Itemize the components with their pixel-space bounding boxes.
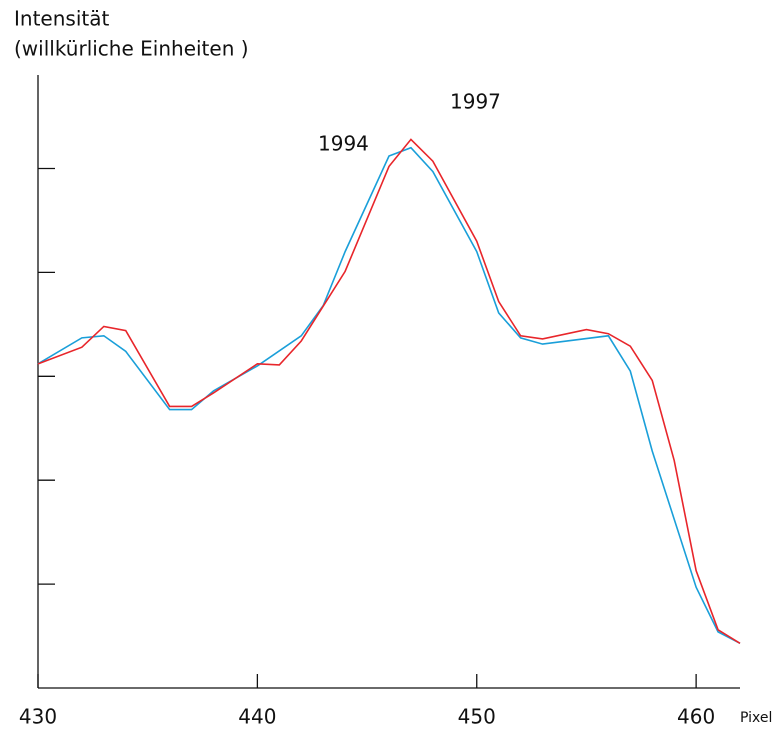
- x-tick-label: 450: [458, 705, 496, 729]
- x-axis-label: Pixel: [740, 710, 772, 726]
- y-axis-label: Intensität: [14, 7, 109, 31]
- series-line: [37, 138, 741, 645]
- series-line: [37, 146, 741, 645]
- series-label: 1997: [450, 90, 501, 114]
- x-tick-label: 430: [19, 705, 57, 729]
- x-tick-label: 440: [238, 705, 276, 729]
- y-axis-label: (willkürliche Einheiten ): [14, 37, 249, 61]
- series-label: 1994: [318, 132, 369, 156]
- x-tick-label: 460: [677, 705, 715, 729]
